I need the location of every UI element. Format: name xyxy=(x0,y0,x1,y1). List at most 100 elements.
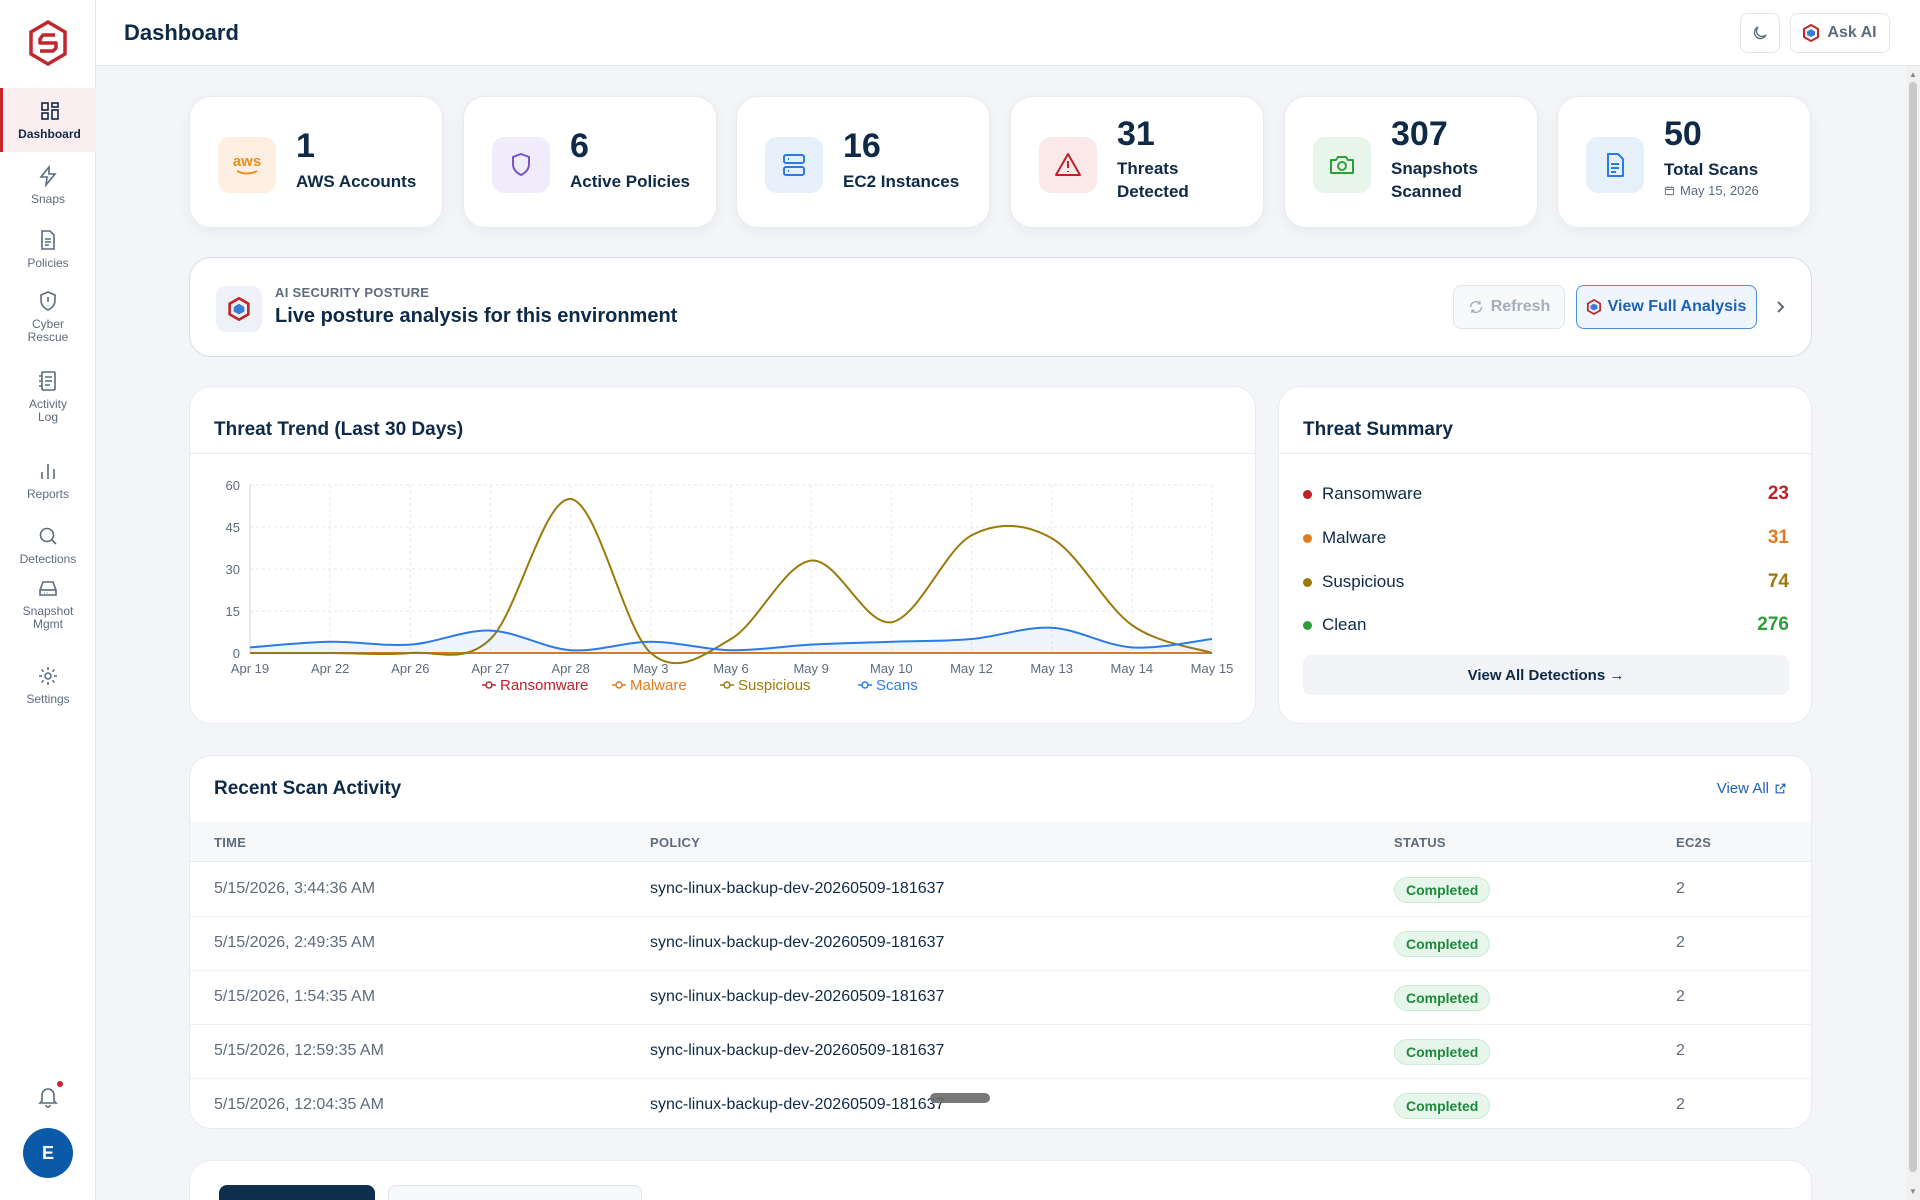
cell-ec2s: 2 xyxy=(1676,1096,1685,1113)
summary-label: Suspicious xyxy=(1322,572,1405,591)
theme-toggle-button[interactable] xyxy=(1740,13,1780,53)
stat-value: 50 xyxy=(1664,115,1702,153)
x-tick-label: Apr 19 xyxy=(231,661,269,676)
sidebar-item-detections[interactable]: Detections xyxy=(0,513,96,577)
bottom-tab-active[interactable] xyxy=(219,1185,375,1200)
cell-ec2s: 2 xyxy=(1676,1042,1685,1059)
table-row[interactable]: 5/15/2026, 3:44:36 AM sync-linux-backup-d… xyxy=(190,863,1811,917)
stat-card-ec2-instances[interactable]: 16 EC2 Instances xyxy=(736,96,990,228)
log-icon xyxy=(39,370,56,391)
cell-policy[interactable]: sync-linux-backup-dev-20260509-181637 xyxy=(650,880,945,897)
bottom-tab[interactable] xyxy=(388,1185,642,1200)
view-full-analysis-button[interactable]: View Full Analysis xyxy=(1576,285,1757,329)
scroll-down-arrow[interactable]: ▼ xyxy=(1909,1187,1917,1196)
threat-trend-title: Threat Trend (Last 30 Days) xyxy=(214,419,464,440)
threat-trend-chart[interactable]: 0 15 30 45 60 Apr 19 Apr 22 Apr 26 Apr 27 Apr 28 M… xyxy=(190,453,1256,724)
cell-ec2s: 2 xyxy=(1676,880,1685,897)
cell-time: 5/15/2026, 1:54:35 AM xyxy=(214,988,376,1005)
stat-card-threats-detected[interactable]: 31 Threats Detected xyxy=(1010,96,1264,228)
stat-card-snapshots-scanned[interactable]: 307 Snapshots Scanned xyxy=(1284,96,1538,228)
logo[interactable] xyxy=(28,19,68,67)
legend-dot xyxy=(1303,489,1312,499)
cell-policy[interactable]: sync-linux-backup-dev-20260509-181637 xyxy=(650,934,945,951)
legend-marker xyxy=(485,681,493,689)
status-badge: Completed xyxy=(1394,931,1491,957)
status-badge: Completed xyxy=(1394,1093,1491,1119)
legend-label: Malware xyxy=(630,677,687,694)
table-row[interactable]: 5/15/2026, 1:54:35 AM sync-linux-backup-d… xyxy=(190,971,1811,1025)
stat-card-total-scans[interactable]: 50 Total Scans May 15, 2026 xyxy=(1557,96,1811,228)
sidebar-item-activity-log[interactable]: Activity Log xyxy=(0,364,96,428)
summary-row-suspicious[interactable]: Suspicious 74 xyxy=(1303,570,1789,594)
stat-value: 16 xyxy=(843,127,881,165)
stat-date-text: May 15, 2026 xyxy=(1680,183,1759,198)
legend-label: Suspicious xyxy=(738,677,811,694)
column-header-policy[interactable]: POLICY xyxy=(650,835,701,850)
bell-icon[interactable] xyxy=(36,1084,60,1108)
refresh-button[interactable]: Refresh xyxy=(1453,285,1565,329)
sidebar-item-snapshot-mgmt[interactable]: Snapshot Mgmt xyxy=(0,571,96,635)
table-row[interactable]: 5/15/2026, 12:04:35 AM sync-linux-backup-… xyxy=(190,1079,1811,1128)
divider xyxy=(1279,453,1811,454)
sidebar-item-label: Snapshot Mgmt xyxy=(22,603,74,631)
scroll-up-arrow[interactable]: ▲ xyxy=(1909,70,1917,79)
sidebar-item-label: Snaps xyxy=(30,192,66,206)
legend-marker xyxy=(723,681,731,689)
table-row[interactable]: 5/15/2026, 12:59:35 AM sync-linux-backup-… xyxy=(190,1025,1811,1079)
summary-row-ransomware[interactable]: Ransomware 23 xyxy=(1303,482,1789,506)
ask-ai-button[interactable]: Ask AI xyxy=(1790,13,1890,53)
stat-label: Active Policies xyxy=(570,172,691,191)
notification-dot xyxy=(57,1081,63,1087)
chevron-right-icon[interactable] xyxy=(1770,296,1790,318)
column-header-ec2s[interactable]: EC2S xyxy=(1676,835,1712,850)
view-all-detections-button[interactable]: View All Detections → xyxy=(1303,655,1789,695)
table-row[interactable]: 5/15/2026, 2:49:35 AM sync-linux-backup-d… xyxy=(190,917,1811,971)
scrollbar[interactable]: ▲ ▼ xyxy=(1906,66,1920,1200)
search-icon xyxy=(39,527,57,545)
ai-logo-icon xyxy=(1586,299,1601,315)
stat-date: May 15, 2026 xyxy=(1664,183,1759,198)
stat-card-active-policies[interactable]: 6 Active Policies xyxy=(463,96,717,228)
y-tick-label: 45 xyxy=(226,520,240,535)
stat-card-aws-accounts[interactable]: aws 1 AWS Accounts xyxy=(189,96,443,228)
legend-dot xyxy=(1303,620,1312,630)
column-header-time[interactable]: TIME xyxy=(214,835,247,850)
sidebar-item-dashboard[interactable]: Dashboard xyxy=(0,88,96,152)
column-header-status[interactable]: STATUS xyxy=(1394,835,1446,850)
external-link-icon xyxy=(1775,783,1786,794)
y-tick-label: 30 xyxy=(226,562,240,577)
refresh-label: Refresh xyxy=(1490,298,1551,315)
sidebar-item-policies[interactable]: Policies xyxy=(0,217,96,281)
page-title: Dashboard xyxy=(124,20,239,45)
x-tick-label: Apr 26 xyxy=(391,661,429,676)
avatar[interactable]: E xyxy=(23,1128,73,1178)
y-tick-label: 15 xyxy=(226,604,240,619)
summary-row-clean[interactable]: Clean 276 xyxy=(1303,613,1789,637)
scroll-thumb[interactable] xyxy=(1909,82,1917,1172)
server-icon xyxy=(765,137,823,193)
sidebar-item-reports[interactable]: Reports xyxy=(0,448,96,512)
sidebar-item-snaps[interactable]: Snaps xyxy=(0,153,96,217)
x-tick-label: May 15 xyxy=(1191,661,1234,676)
cell-policy[interactable]: sync-linux-backup-dev-20260509-181637 xyxy=(650,1042,945,1059)
cell-policy[interactable]: sync-linux-backup-dev-20260509-181637 xyxy=(650,988,945,1005)
series-line-scans xyxy=(249,626,1213,652)
bolt-icon xyxy=(39,164,57,188)
sidebar-item-cyber-rescue[interactable]: Cyber Rescue xyxy=(0,284,96,348)
stat-value: 6 xyxy=(570,127,589,165)
sidebar-item-settings[interactable]: Settings xyxy=(0,653,96,717)
sidebar: Dashboard Snaps Policies Cyber Rescue Activi… xyxy=(0,0,96,1200)
cell-time: 5/15/2026, 2:49:35 AM xyxy=(214,934,376,951)
view-all-link[interactable]: View All xyxy=(1717,780,1787,797)
camera-icon xyxy=(1313,137,1371,193)
x-tick-label: May 13 xyxy=(1030,661,1073,676)
summary-row-malware[interactable]: Malware 31 xyxy=(1303,526,1789,550)
cell-policy[interactable]: sync-linux-backup-dev-20260509-181637 xyxy=(650,1096,945,1113)
summary-count: 31 xyxy=(1767,527,1789,548)
status-badge: Completed xyxy=(1394,1039,1491,1065)
stat-label: Snapshots Scanned xyxy=(1391,159,1478,201)
cell-ec2s: 2 xyxy=(1676,934,1685,951)
stat-label: Total Scans xyxy=(1664,160,1759,179)
header: Dashboard Ask AI xyxy=(96,0,1920,66)
legend-label: Scans xyxy=(876,677,918,694)
